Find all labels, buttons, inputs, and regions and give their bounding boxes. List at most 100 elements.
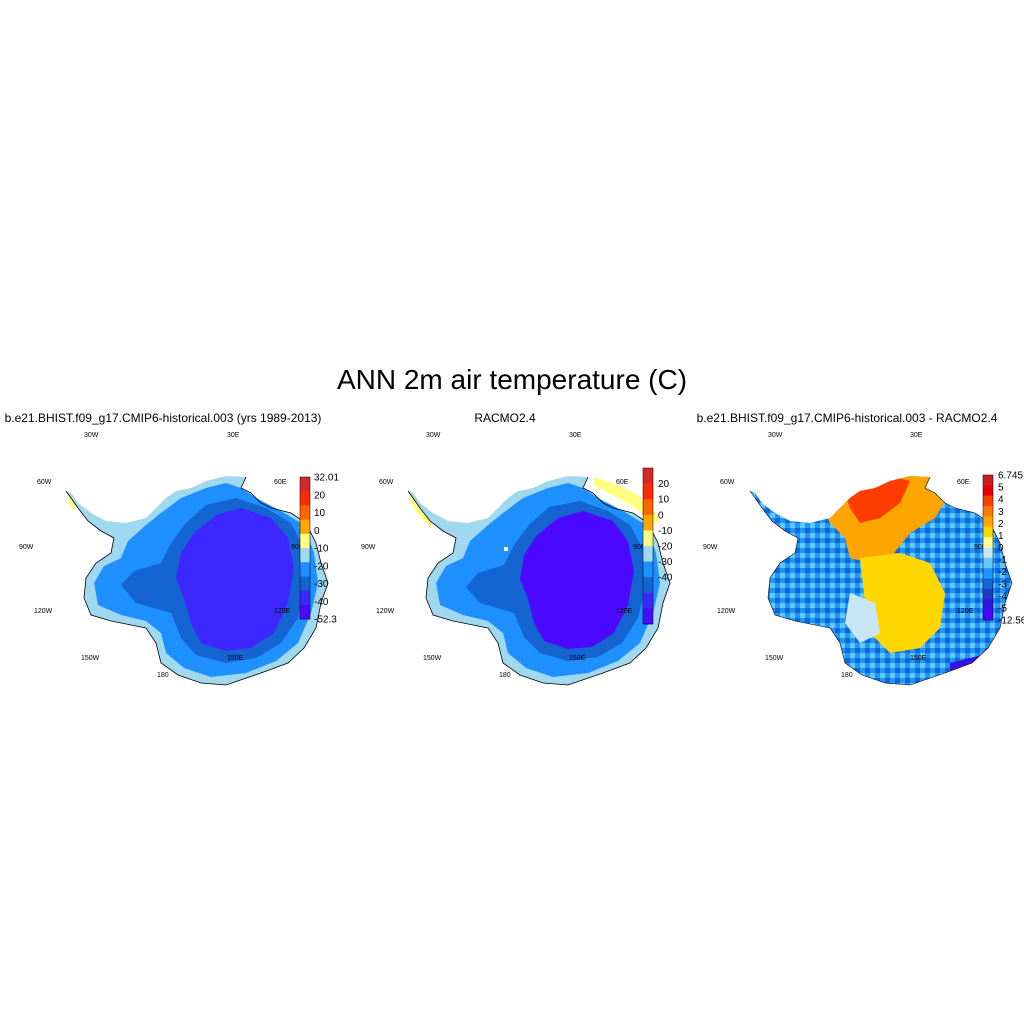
lon-label: 30E xyxy=(227,432,240,439)
map-model xyxy=(65,476,329,686)
lon-labels-model: 30W 30E 60W 60E 90W 90E 120W 120E 150W 1… xyxy=(19,432,304,679)
colorbar-label: -12.56 xyxy=(998,616,1024,627)
panel-title-obs: RACMO2.4 xyxy=(474,411,536,425)
colorbar-label: 0 xyxy=(314,526,320,537)
colorbar-swatch xyxy=(983,609,993,621)
colorbar-swatch xyxy=(983,537,993,548)
colorbar-frame xyxy=(299,476,311,620)
lon-label: 90E xyxy=(633,544,646,551)
lon-label: 150E xyxy=(227,655,244,662)
colorbar-swatch xyxy=(300,533,310,549)
colorbar-swatch xyxy=(983,588,993,600)
colorbar-label: 5 xyxy=(998,483,1004,494)
colorbar-label: 10 xyxy=(658,495,670,506)
lon-label: 120W xyxy=(34,608,53,615)
colorbar-label: 0 xyxy=(658,510,664,521)
colorbar-label: -52.3 xyxy=(314,615,337,626)
coastline xyxy=(749,476,1013,686)
coastline xyxy=(65,476,329,686)
coastline xyxy=(407,476,671,686)
lon-label: 180 xyxy=(841,672,853,679)
lon-labels-diff: 30W 30E 60W 60E 90W 90E 120W 120E 150W 1… xyxy=(703,432,987,679)
lon-labels-obs: 30W 30E 60W 60E 90W 90E 120W 120E 150W 1… xyxy=(361,432,646,679)
lon-label: 150W xyxy=(765,655,784,662)
colorbar-swatch xyxy=(300,576,310,591)
plateau xyxy=(520,511,634,649)
lon-label: 90W xyxy=(703,544,718,551)
colorbar-swatch xyxy=(300,491,310,506)
lon-label: 90W xyxy=(361,544,376,551)
colorbar-swatch xyxy=(300,477,310,492)
colorbar-label: 20 xyxy=(658,479,670,490)
colorbar-swatch xyxy=(643,561,653,578)
lon-label: 60W xyxy=(379,479,394,486)
colorbar-swatch xyxy=(983,578,993,590)
figure-title: ANN 2m air temperature (C) xyxy=(336,364,688,395)
lon-label: 30W xyxy=(84,432,99,439)
colorbar-swatch xyxy=(983,495,993,507)
colorbar-swatch xyxy=(983,506,993,517)
colorbar-frame xyxy=(642,467,654,625)
lon-label: 180 xyxy=(499,672,511,679)
colorbar-frame xyxy=(982,474,994,621)
colorbar-label: -5 xyxy=(998,603,1007,614)
lon-label: 30W xyxy=(426,432,441,439)
colorbar-swatch xyxy=(643,592,653,609)
colorbar-label: 2 xyxy=(998,519,1004,530)
colorbar-swatch xyxy=(643,577,653,594)
colorbar-label: 1 xyxy=(998,531,1004,542)
plateau xyxy=(176,508,294,651)
colorbar-swatch xyxy=(300,548,310,563)
colorbar-swatch xyxy=(643,514,653,531)
colorbar-label: -30 xyxy=(658,557,673,568)
colorbar-swatch xyxy=(643,530,653,547)
colorbar-label: -10 xyxy=(314,544,329,555)
peninsula-warm xyxy=(66,491,76,511)
colorbar-swatch xyxy=(300,505,310,520)
colorbar-label: 6.745 xyxy=(998,471,1023,482)
colorbar-label: 10 xyxy=(314,508,326,519)
lon-label: 120W xyxy=(376,608,395,615)
diff-yellow-region xyxy=(860,553,945,653)
colorbar-obs: 20 10 0 -10 -20 -30 -40 xyxy=(642,467,673,625)
colorbar-swatch xyxy=(643,608,653,625)
lon-label: 90E xyxy=(974,544,987,551)
panel-title-model: b.e21.BHIST.f09_g17.CMIP6-historical.003… xyxy=(4,411,322,425)
colorbar-label: 20 xyxy=(314,490,326,501)
pole-gap xyxy=(504,547,508,551)
colorbar-label: -1 xyxy=(998,555,1007,566)
map-obs xyxy=(407,476,671,686)
lon-label: 90W xyxy=(19,544,34,551)
colorbar-swatch xyxy=(983,526,993,538)
lon-label: 150E xyxy=(569,655,586,662)
lon-label: 120W xyxy=(717,608,736,615)
colorbar-label: -3 xyxy=(998,579,1007,590)
colorbar-swatch xyxy=(300,562,310,577)
lon-label: 150W xyxy=(423,655,442,662)
colorbar-label: 3 xyxy=(998,507,1004,518)
lon-label: 150E xyxy=(910,655,927,662)
colorbar-swatch xyxy=(643,499,653,516)
lon-label: 120E xyxy=(274,608,291,615)
colorbar-label: -2 xyxy=(998,567,1007,578)
lon-label: 60E xyxy=(957,479,970,486)
colorbar-label: -10 xyxy=(658,526,673,537)
lon-label: 30E xyxy=(569,432,582,439)
colorbar-swatch xyxy=(983,599,993,610)
colorbar-swatch xyxy=(983,475,993,486)
colorbar-swatch xyxy=(300,590,310,606)
colorbar-model: 32.01 20 10 0 -10 -20 -30 -40 -52.3 xyxy=(299,473,339,626)
lon-label: 120E xyxy=(616,608,633,615)
lon-label: 150W xyxy=(81,655,100,662)
colorbar-swatch xyxy=(300,604,310,620)
colorbar-label: -4 xyxy=(998,591,1007,602)
colorbar-label: 32.01 xyxy=(314,473,339,484)
lon-label: 30E xyxy=(910,432,923,439)
lon-label: 120E xyxy=(957,608,974,615)
colorbar-label: 0 xyxy=(998,543,1004,554)
colorbar-label: -20 xyxy=(314,561,329,572)
colorbar-label: -30 xyxy=(314,579,329,590)
colorbar-label: -20 xyxy=(658,542,673,553)
